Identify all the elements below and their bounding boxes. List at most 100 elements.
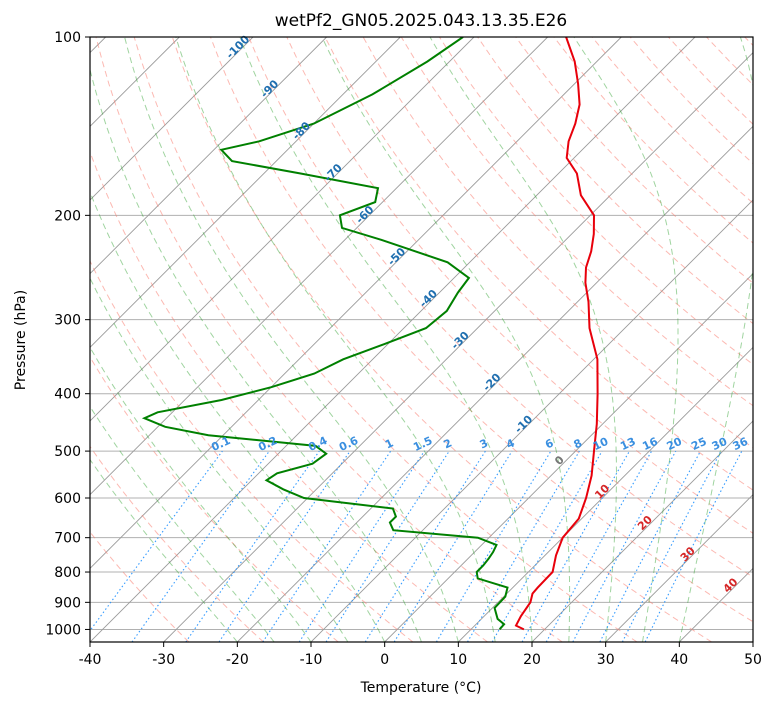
mixing-ratio-line <box>298 450 425 642</box>
dry-adiabat <box>171 37 712 642</box>
y-tick-label: 900 <box>54 595 81 611</box>
x-tick-label: 20 <box>523 652 541 668</box>
x-tick-label: 10 <box>449 652 467 668</box>
y-tick-label: 800 <box>54 565 81 581</box>
x-tick-label: 50 <box>744 652 762 668</box>
moist-adiabat <box>321 37 571 642</box>
dry-adiabat <box>744 37 753 47</box>
background-lines <box>90 37 753 642</box>
isotherm-line <box>90 37 254 201</box>
temperature-profile-line <box>514 37 599 631</box>
moist-adiabat <box>90 277 349 642</box>
x-tick-label: 0 <box>380 652 389 668</box>
mixing-ratio-label: 30 <box>710 435 730 453</box>
moist-adiabat <box>90 405 275 642</box>
mixing-ratio-label: 20 <box>665 435 685 453</box>
dry-adiabat <box>324 37 753 491</box>
dry-adiabat-label: 30 <box>678 544 698 564</box>
dry-adiabat-label: 0 <box>552 453 567 468</box>
moist-adiabat <box>429 37 617 642</box>
series-lines <box>141 37 599 631</box>
mixing-ratio-label: 13 <box>618 435 637 453</box>
dry-adiabat-label: -10 <box>512 412 535 435</box>
dry-adiabat <box>286 37 753 534</box>
y-tick-label: 300 <box>54 313 81 329</box>
moist-adiabat <box>678 37 753 642</box>
moist-adiabat <box>90 67 422 642</box>
mixing-ratio-label: 25 <box>689 435 708 453</box>
isotherm-line <box>90 37 327 275</box>
isotherm-line <box>605 494 753 642</box>
x-axis-label: Temperature (°C) <box>360 680 482 696</box>
dry-adiabat-label: -20 <box>480 371 503 394</box>
moist-adiabat <box>573 37 679 642</box>
axis-ticks: -40 -30 -20 -10 0 10 20 30 40 50 100 200 300 400 500 6 0… <box>45 30 762 668</box>
mixing-ratio-label: 16 <box>640 435 660 453</box>
mixing-ratio-line <box>185 450 320 642</box>
isotherm-line <box>752 641 753 642</box>
mixing-ratio-line <box>131 450 270 642</box>
isotherm-line <box>90 37 401 348</box>
x-tick-label: -30 <box>152 652 175 668</box>
y-tick-label: 400 <box>54 387 81 403</box>
y-axis-label: Pressure (hPa) <box>13 290 29 390</box>
isotherm-line <box>310 199 753 642</box>
mixing-ratio-line <box>521 450 630 642</box>
mixing-ratio-line <box>262 450 392 642</box>
y-tick-label: 200 <box>54 208 81 224</box>
moist-adiabat <box>90 458 238 642</box>
dry-adiabat <box>706 37 753 86</box>
dry-adiabat-label: -30 <box>449 329 472 352</box>
y-tick-label: 700 <box>54 531 81 547</box>
dry-adiabat <box>90 259 414 642</box>
y-tick-label: 500 <box>54 444 81 460</box>
isotherm-line <box>90 37 475 422</box>
mixing-ratio-line <box>90 450 223 632</box>
dry-adiabat-label: -80 <box>290 119 313 142</box>
mixing-ratio-line <box>644 450 743 642</box>
y-tick-label: 100 <box>54 30 81 46</box>
mixing-ratio-line <box>393 450 513 642</box>
dry-adiabat <box>90 356 339 642</box>
isotherm-line <box>90 37 622 569</box>
dry-adiabat <box>133 37 638 642</box>
mixing-ratio-label: 2 <box>442 436 454 451</box>
isotherm-line <box>163 52 753 642</box>
dry-adiabat <box>90 150 488 642</box>
x-tick-label: -40 <box>79 652 102 668</box>
dry-adiabat <box>553 37 753 244</box>
mixing-ratio-label: 4 <box>504 436 517 451</box>
dry-adiabat-label: -40 <box>417 287 440 310</box>
dry-adiabat-label: -90 <box>258 77 281 100</box>
dry-adiabat-label: 20 <box>635 513 655 533</box>
isotherm-line <box>384 273 753 642</box>
mixing-ratio-line <box>435 450 552 642</box>
isotherm-line <box>90 37 548 496</box>
mixing-ratio-line <box>545 450 653 642</box>
plot-frame <box>89 36 754 643</box>
x-tick-label: -10 <box>300 652 323 668</box>
isotherm-line <box>531 420 753 642</box>
mixing-ratio-line <box>572 450 677 642</box>
dry-adiabat <box>248 37 753 578</box>
dry-adiabat-label: 40 <box>721 575 741 595</box>
moist-adiabat <box>90 190 386 642</box>
mixing-ratio-label: 6 <box>543 436 556 451</box>
mixing-ratio-line <box>218 450 351 642</box>
mixing-ratio-line <box>325 450 450 642</box>
mixing-ratio-label: 10 <box>591 435 611 453</box>
isotherm-line <box>90 37 696 642</box>
moist-adiabat <box>124 37 459 642</box>
x-tick-label: 30 <box>597 652 615 668</box>
mixing-ratio-label: 36 <box>731 435 751 453</box>
dry-adiabat <box>515 37 753 284</box>
dry-adiabat-label: -60 <box>353 203 376 226</box>
x-tick-label: 40 <box>670 652 688 668</box>
isotherm-line <box>237 125 753 642</box>
dry-adiabat <box>90 445 264 642</box>
dewpoint-profile-line <box>141 37 509 631</box>
line-labels: 0.1 0.2 0.4 0.6 1 1.5 2 3 4 6 8 10 13 16 20 25 30 36-100-… <box>209 33 750 596</box>
mixing-ratio-line <box>364 450 486 642</box>
moist-adiabat <box>90 346 312 642</box>
